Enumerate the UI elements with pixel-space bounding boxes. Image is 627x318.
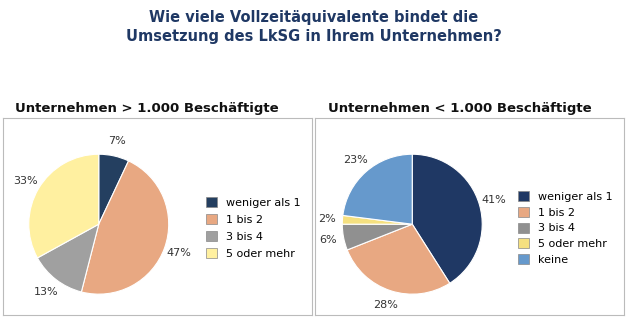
Wedge shape <box>342 224 413 250</box>
Text: Unternehmen < 1.000 Beschäftigte: Unternehmen < 1.000 Beschäftigte <box>328 102 591 115</box>
Text: 47%: 47% <box>167 248 191 258</box>
Text: 7%: 7% <box>108 136 126 146</box>
Wedge shape <box>412 154 482 283</box>
Text: 6%: 6% <box>320 235 337 245</box>
Wedge shape <box>98 154 129 224</box>
Text: 13%: 13% <box>34 287 59 297</box>
Wedge shape <box>343 154 413 224</box>
Wedge shape <box>82 161 169 294</box>
Text: Wie viele Vollzeitäquivalente bindet die
Umsetzung des LkSG in Ihrem Unternehmen: Wie viele Vollzeitäquivalente bindet die… <box>125 10 502 44</box>
Legend: weniger als 1, 1 bis 2, 3 bis 4, 5 oder mehr: weniger als 1, 1 bis 2, 3 bis 4, 5 oder … <box>204 195 303 261</box>
Text: 33%: 33% <box>13 176 38 186</box>
Text: Unternehmen > 1.000 Beschäftigte: Unternehmen > 1.000 Beschäftigte <box>16 102 279 115</box>
Text: 23%: 23% <box>344 155 368 165</box>
Wedge shape <box>347 224 450 294</box>
Wedge shape <box>342 215 413 224</box>
Wedge shape <box>29 154 99 258</box>
Text: 28%: 28% <box>374 301 398 310</box>
Text: 41%: 41% <box>482 195 507 205</box>
Wedge shape <box>38 224 99 292</box>
Legend: weniger als 1, 1 bis 2, 3 bis 4, 5 oder mehr, keine: weniger als 1, 1 bis 2, 3 bis 4, 5 oder … <box>516 189 615 267</box>
Text: 2%: 2% <box>318 214 336 224</box>
